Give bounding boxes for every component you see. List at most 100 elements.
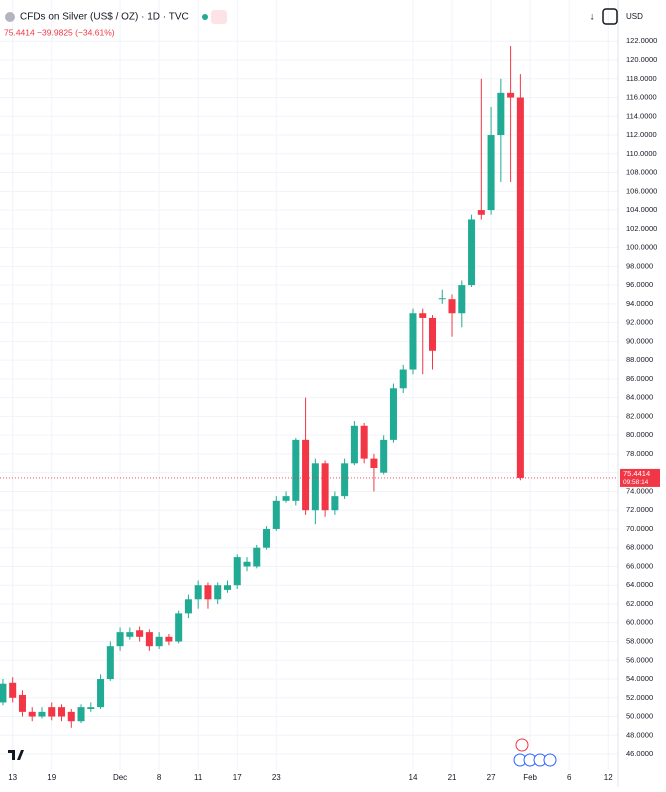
candle-body: [18, 694, 26, 712]
grid: [0, 0, 618, 770]
y-tick-label: 68.0000: [626, 543, 653, 552]
candle-body: [57, 707, 66, 717]
candle-body: [77, 707, 85, 722]
event-icons: [513, 738, 557, 767]
x-tick-label: 17: [233, 773, 242, 782]
candle-body: [126, 632, 134, 637]
y-tick-label: 52.0000: [626, 693, 653, 702]
y-tick-label: 84.0000: [626, 393, 653, 402]
x-tick-label: 14: [409, 773, 418, 782]
candle-body: [370, 458, 378, 468]
y-tick-label: 122.0000: [626, 36, 657, 45]
candle-body: [419, 313, 427, 318]
y-tick-label: 92.0000: [626, 318, 653, 327]
candle-body: [350, 425, 358, 464]
y-tick-label: 50.0000: [626, 712, 653, 721]
y-tick-label: 112.0000: [626, 130, 657, 139]
tradingview-logo: [8, 750, 24, 760]
candle-body: [87, 707, 95, 710]
y-tick-label: 118.0000: [626, 74, 657, 83]
candle-body: [292, 439, 300, 501]
candle-body: [341, 463, 349, 497]
x-tick-label: 6: [567, 773, 572, 782]
y-tick-label: 98.0000: [626, 261, 653, 270]
x-tick-label: 23: [272, 773, 281, 782]
y-tick-label: 62.0000: [626, 599, 653, 608]
event-icon[interactable]: [515, 738, 529, 752]
candle-body: [214, 585, 222, 600]
candle-body: [223, 585, 231, 590]
last-price-label: 75.4414: [623, 469, 650, 478]
candle-body: [233, 557, 241, 586]
x-tick-label: Dec: [113, 773, 127, 782]
download-button[interactable]: ↓: [590, 12, 595, 23]
candle-body: [458, 285, 466, 314]
candle-body: [477, 210, 485, 215]
x-tick-label: 11: [194, 773, 203, 782]
x-tick-label: 12: [604, 773, 613, 782]
candles: [0, 45, 524, 728]
candle-body: [116, 632, 124, 647]
symbol-icon: [5, 12, 15, 22]
y-tick-label: 116.0000: [626, 93, 657, 102]
screenshot-button[interactable]: [602, 8, 618, 25]
candle-body: [38, 711, 46, 717]
y-tick-label: 94.0000: [626, 299, 653, 308]
candle-body: [497, 92, 505, 136]
candle-body: [321, 463, 329, 511]
candle-body: [428, 317, 437, 351]
candle-body: [263, 528, 271, 548]
y-tick-label: 102.0000: [626, 224, 657, 233]
currency[interactable]: USD: [626, 12, 643, 21]
candle-body: [507, 92, 515, 98]
candle-body: [184, 599, 192, 614]
candle-body: [155, 636, 163, 647]
market-status: [202, 14, 208, 20]
y-tick-label: 66.0000: [626, 561, 653, 570]
candle-body: [106, 646, 114, 680]
y-tick-label: 96.0000: [626, 280, 653, 289]
candle-body: [399, 369, 407, 389]
y-tick-label: 54.0000: [626, 674, 653, 683]
y-tick-label: 120.0000: [626, 55, 657, 64]
candle-body: [136, 630, 144, 637]
event-icon[interactable]: [543, 753, 557, 767]
y-tick-label: 106.0000: [626, 186, 657, 195]
y-tick-label: 104.0000: [626, 205, 657, 214]
y-tick-label: 82.0000: [626, 411, 653, 420]
candle-body: [48, 707, 56, 717]
chart-title: CFDs on Silver (US$ / OZ) · 1D · TVC: [20, 12, 189, 23]
y-tick-label: 100.0000: [626, 243, 657, 252]
x-tick-label: 13: [8, 773, 17, 782]
candle-body: [360, 425, 368, 459]
candle-body: [389, 388, 397, 440]
candle-body: [243, 561, 251, 567]
y-tick-label: 60.0000: [626, 618, 653, 627]
candle-body: [302, 439, 310, 511]
y-tick-label: 110.0000: [626, 149, 657, 158]
bar-countdown: 09:58:14: [623, 479, 649, 486]
candle-body: [175, 613, 183, 642]
candle-body: [67, 711, 75, 722]
candle-body: [204, 585, 212, 600]
candle-body: [282, 496, 290, 501]
y-tick-label: 90.0000: [626, 336, 653, 345]
candle-body: [380, 439, 388, 473]
indicator-pill[interactable]: [211, 10, 227, 24]
candle-body: [331, 496, 339, 511]
x-tick-label: Feb: [523, 773, 537, 782]
y-tick-label: 46.0000: [626, 749, 653, 758]
candle-body: [311, 463, 319, 511]
candle-body: [272, 500, 280, 529]
price-change: 75.4414 −39.9825 (−34.61%): [4, 27, 115, 37]
y-tick-label: 78.0000: [626, 449, 653, 458]
y-tick-label: 70.0000: [626, 524, 653, 533]
candle-body: [9, 682, 17, 698]
y-tick-label: 64.0000: [626, 580, 653, 589]
candle-body: [165, 636, 173, 642]
candle-body: [145, 632, 153, 647]
candle-body: [516, 97, 524, 478]
candle-body: [253, 547, 261, 567]
candle-body: [194, 585, 202, 600]
